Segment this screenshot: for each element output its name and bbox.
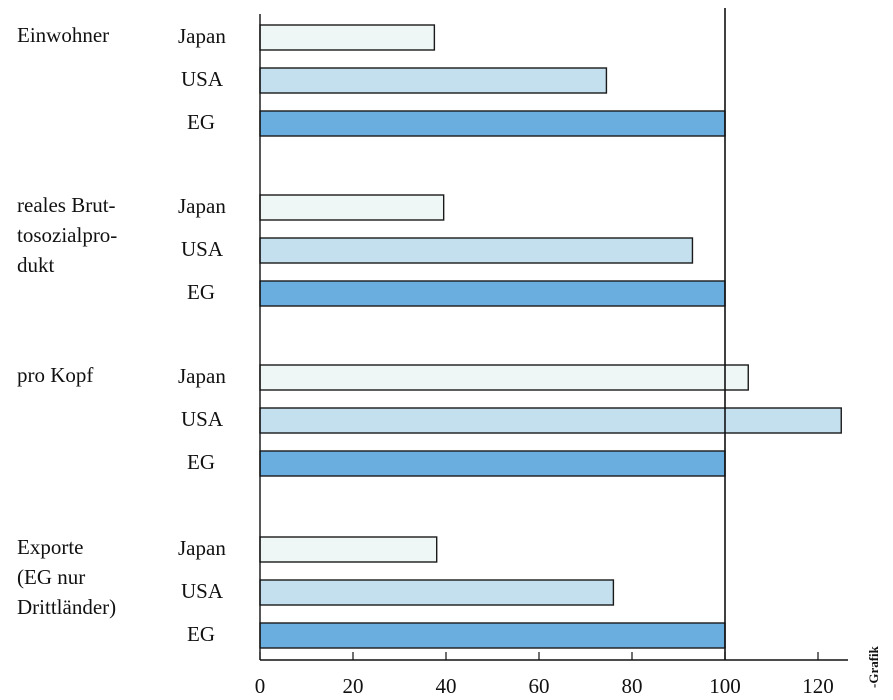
group-label: Exporte [17,535,83,559]
group-label: (EG nur [17,565,85,589]
bar-eg [259,280,726,307]
bar-japan [259,24,436,51]
group-label: pro Kopf [17,363,93,387]
country-label: EG [187,622,215,646]
country-label: Japan [178,364,226,388]
group-label: tosozialpro- [17,223,117,247]
x-tick-label: 120 [802,674,834,698]
bar-usa [259,237,694,264]
x-tick-label: 0 [255,674,266,698]
x-tick-label: 100 [709,674,741,698]
x-tick-label: 20 [343,674,364,698]
country-label: EG [187,450,215,474]
group-label: dukt [17,253,55,277]
country-label: USA [181,67,224,91]
bars [259,24,842,649]
country-label: EG [187,110,215,134]
country-label: Japan [178,536,226,560]
bar-usa [259,407,842,434]
country-label: Japan [178,24,226,48]
bar-eg [259,622,726,649]
bar-eg [259,110,726,137]
tick-labels: 0 20 40 60 80 100 120 [255,674,834,698]
country-label: EG [187,280,215,304]
bar-usa [259,579,615,606]
group-labels: Einwohner Japan USA EG reales Brut-tosozialp… [17,23,226,646]
credit-label: -Grafik [866,645,881,688]
country-label: USA [181,237,224,261]
x-tick-label: 60 [529,674,550,698]
bar-japan [259,194,445,221]
group-label: reales Brut- [17,193,116,217]
bar-usa [259,67,608,94]
bar-japan [259,364,749,391]
x-tick-label: 40 [436,674,457,698]
bar-japan [259,536,438,563]
x-tick-label: 80 [622,674,643,698]
country-label: USA [181,579,224,603]
country-label: USA [181,407,224,431]
axes [259,8,848,661]
group-label: Drittländer) [17,595,116,619]
group-label: Einwohner [17,23,109,47]
bar-eg [259,450,726,477]
country-label: Japan [178,194,226,218]
